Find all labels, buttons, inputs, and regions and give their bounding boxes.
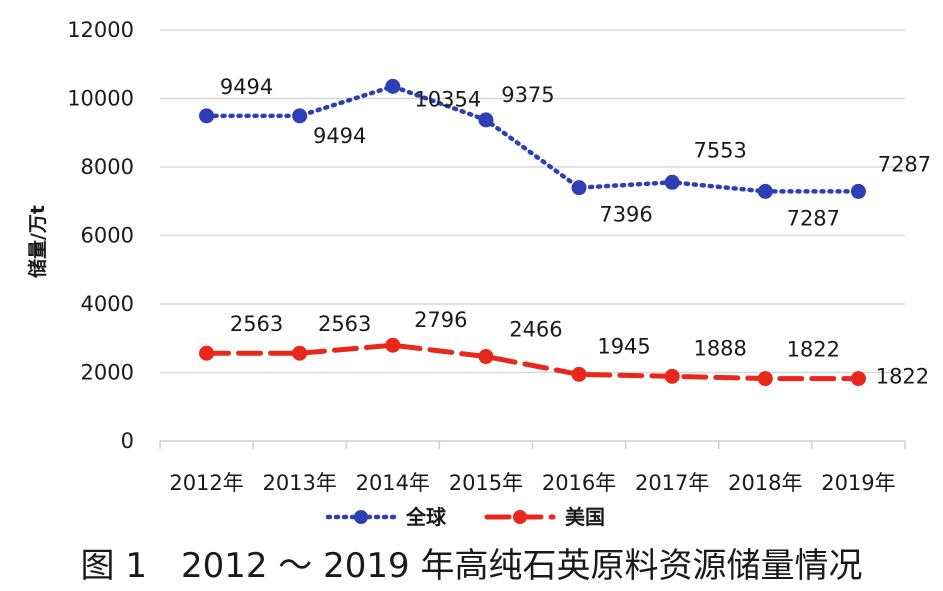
data-point-global <box>664 174 680 190</box>
data-label-global: 7396 <box>599 203 652 227</box>
data-label-usa: 1822 <box>876 365 929 389</box>
data-point-global <box>850 183 866 199</box>
data-point-usa <box>571 366 587 382</box>
data-label-global: 7553 <box>693 138 746 162</box>
x-tick-label: 2014年 <box>356 471 430 495</box>
data-point-usa <box>664 368 680 384</box>
data-label-usa: 2563 <box>318 312 371 336</box>
data-point-usa <box>478 349 494 365</box>
x-tick-label: 2013年 <box>262 471 336 495</box>
data-point-global <box>199 108 215 124</box>
data-label-global: 7287 <box>787 206 840 230</box>
x-tick-label: 2016年 <box>542 471 616 495</box>
data-label-global: 9375 <box>501 83 554 107</box>
data-point-usa <box>199 345 215 361</box>
series-line-global <box>204 84 861 194</box>
series-line-usa <box>204 342 861 382</box>
legend-swatch-marker <box>354 510 368 524</box>
x-tick-label: 2015年 <box>449 471 523 495</box>
y-tick-label: 10000 <box>67 87 134 111</box>
data-point-global <box>571 180 587 196</box>
data-point-usa <box>757 371 773 387</box>
data-label-usa: 2796 <box>414 308 467 332</box>
data-point-global <box>385 78 401 94</box>
y-axis-title: 储量/万t <box>26 205 49 278</box>
x-tick-label: 2018年 <box>728 471 802 495</box>
line-chart: 0 2000 4000 6000 8000 10000 12000 2012年 2013年 201… <box>26 18 931 529</box>
data-point-usa <box>385 337 401 353</box>
y-tick-label: 6000 <box>81 224 134 248</box>
x-tick-label: 2019年 <box>821 471 895 495</box>
data-label-usa: 1822 <box>787 338 840 362</box>
y-tick-label: 12000 <box>67 18 134 42</box>
data-label-global: 9494 <box>220 75 273 99</box>
data-label-usa: 2466 <box>509 318 562 342</box>
data-point-global <box>757 183 773 199</box>
y-tick-label: 0 <box>121 429 134 453</box>
data-label-global: 9494 <box>313 124 366 148</box>
data-label-usa: 1945 <box>597 334 650 358</box>
y-tick-label: 8000 <box>81 155 134 179</box>
figure-caption: 图 1 2012 ～ 2019 年高纯石英原料资源储量情况 <box>80 546 863 586</box>
x-tick-label: 2012年 <box>169 471 243 495</box>
legend-label: 美国 <box>565 505 605 529</box>
legend-swatch-marker <box>513 510 527 524</box>
data-label-usa: 1888 <box>693 336 746 360</box>
data-point-global <box>478 112 494 128</box>
data-label-usa: 2563 <box>230 312 283 336</box>
data-label-global: 7287 <box>878 152 931 176</box>
data-point-usa <box>850 371 866 387</box>
y-tick-label: 4000 <box>81 292 134 316</box>
legend-label: 全球 <box>405 505 447 529</box>
data-point-usa <box>292 345 308 361</box>
y-tick-label: 2000 <box>81 361 134 385</box>
x-tick-label: 2017年 <box>635 471 709 495</box>
data-point-global <box>292 108 308 124</box>
data-label-global: 10354 <box>414 87 481 111</box>
